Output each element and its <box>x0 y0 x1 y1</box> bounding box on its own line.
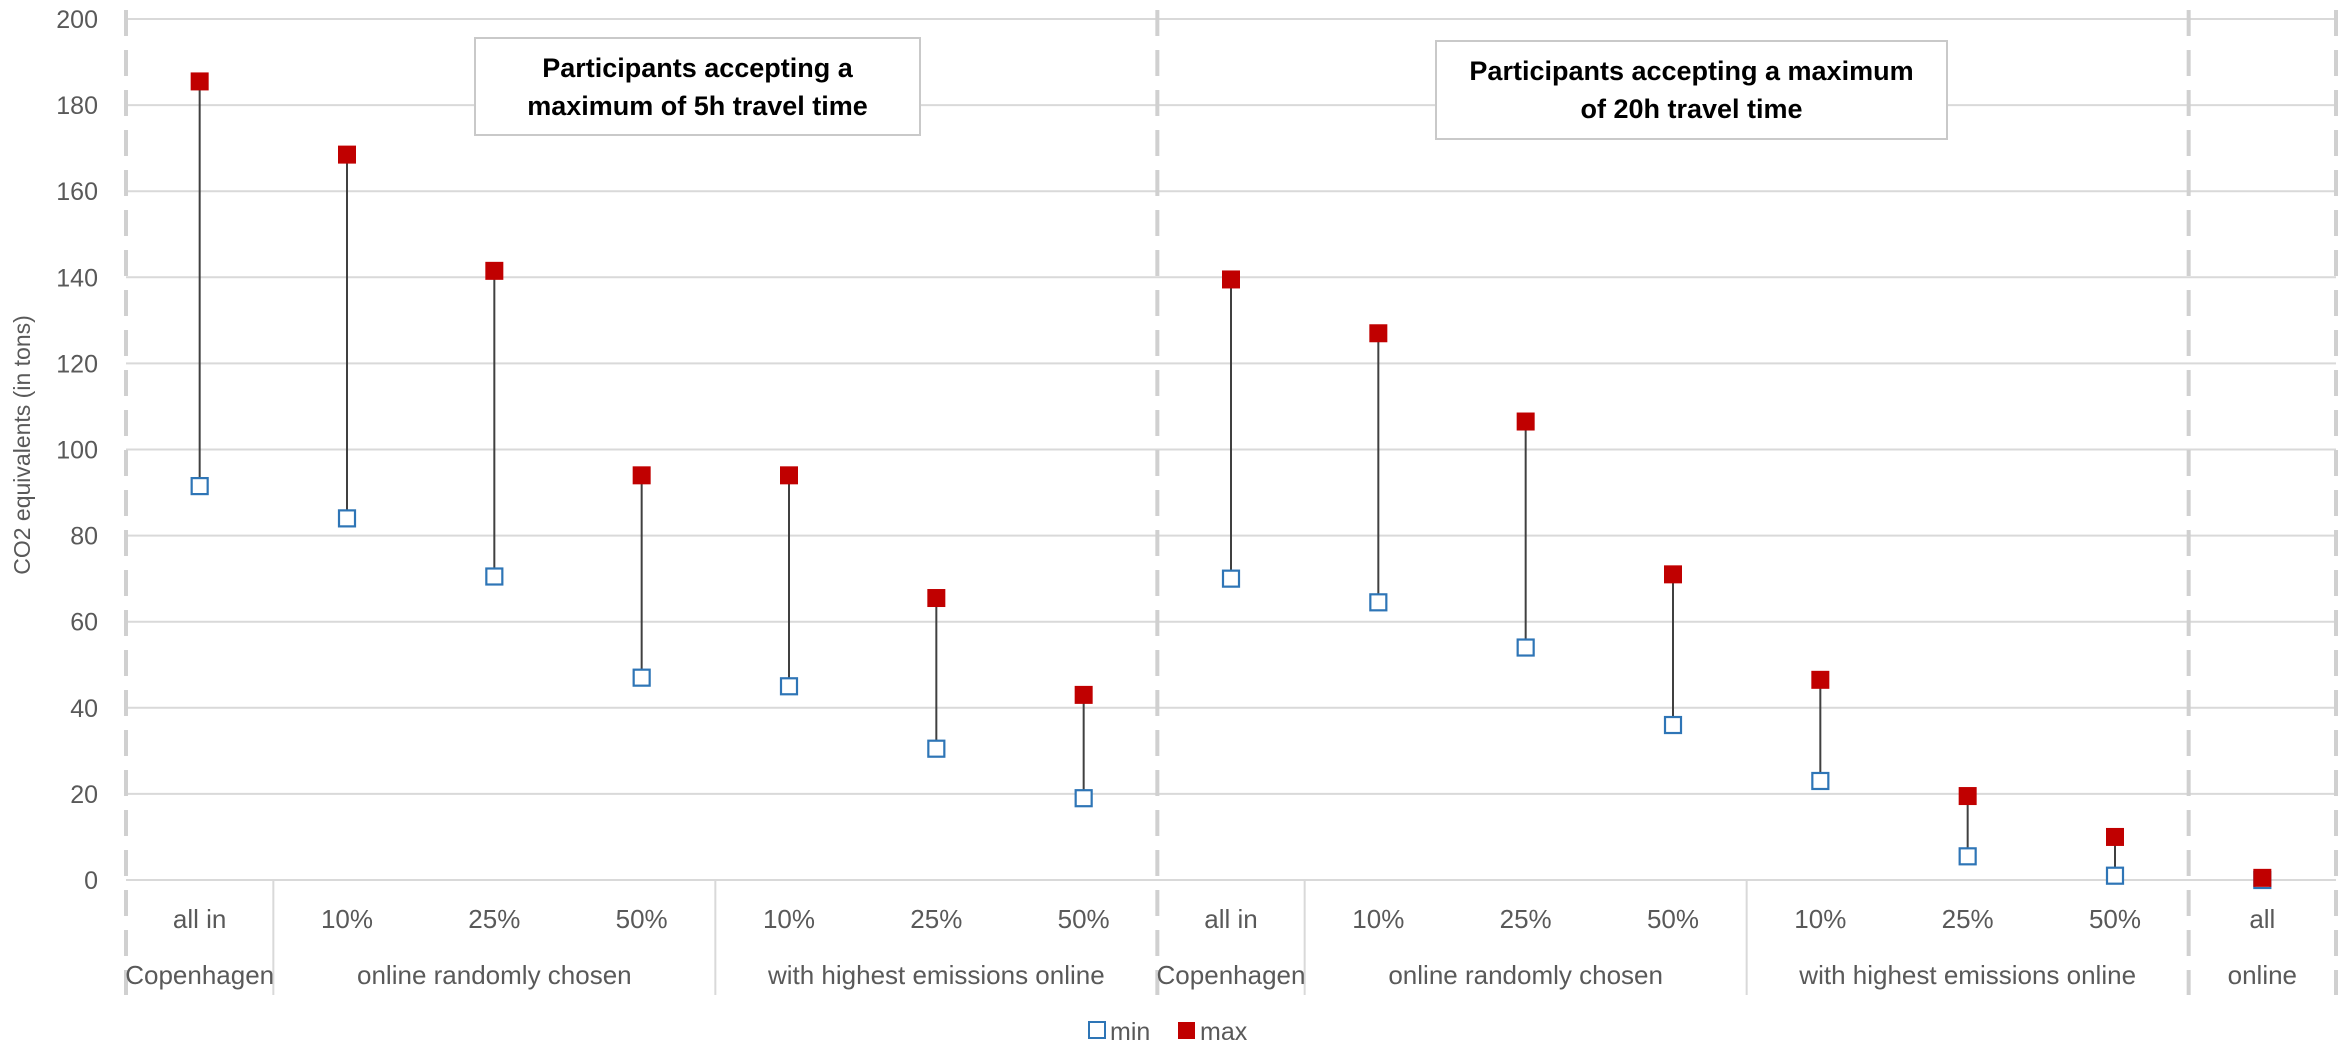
group-label-1: online randomly chosen <box>357 960 632 990</box>
min-point-12 <box>1958 847 1977 866</box>
category-label-1: 10% <box>321 904 373 934</box>
section-title-5h-line1: Participants accepting a <box>542 52 853 83</box>
y-tick-label-0: 0 <box>84 867 98 895</box>
section-title-5h-line2: maximum of 5h travel time <box>527 90 868 121</box>
category-label-0: all in <box>173 904 226 934</box>
y-tick-label-200: 200 <box>56 6 98 34</box>
min-point-5 <box>927 739 946 758</box>
y-tick-label-40: 40 <box>70 695 98 723</box>
section-title-20h: Participants accepting a maximum of 20h … <box>1435 40 1948 140</box>
legend-max-marker <box>1178 1022 1195 1039</box>
min-point-11 <box>1811 771 1830 791</box>
category-label-9: 25% <box>1500 904 1552 934</box>
min-point-0 <box>190 476 209 496</box>
category-label-7: all in <box>1204 904 1257 934</box>
category-label-4: 10% <box>763 904 815 934</box>
max-point-4 <box>780 466 798 485</box>
category-label-12: 25% <box>1942 904 1994 934</box>
max-point-1 <box>338 145 356 164</box>
max-point-10 <box>1664 565 1682 584</box>
min-point-8 <box>1369 593 1388 612</box>
min-point-4 <box>779 677 799 696</box>
category-label-2: 25% <box>468 904 520 934</box>
y-tick-label-180: 180 <box>56 92 98 120</box>
group-label-4: online randomly chosen <box>1388 960 1663 990</box>
y-tick-label-120: 120 <box>56 350 98 378</box>
group-label-5: with highest emissions online <box>1798 960 2136 990</box>
min-point-3 <box>632 668 651 687</box>
max-point-3 <box>632 466 651 485</box>
category-label-10: 50% <box>1647 904 1699 934</box>
max-point-6 <box>1074 685 1093 704</box>
category-label-6: 50% <box>1058 904 1110 934</box>
category-label-3: 50% <box>616 904 668 934</box>
min-point-9 <box>1516 638 1535 657</box>
min-point-6 <box>1074 789 1093 808</box>
group-label-3: Copenhagen <box>1157 960 1306 990</box>
category-label-8: 10% <box>1352 904 1404 934</box>
section-title-5h: Participants accepting a maximum of 5h t… <box>474 37 921 136</box>
y-tick-label-60: 60 <box>70 609 98 637</box>
min-point-10 <box>1663 715 1683 735</box>
legend: min max <box>1088 1018 1248 1044</box>
y-tick-label-100: 100 <box>56 437 98 465</box>
y-tick-label-80: 80 <box>70 523 98 551</box>
max-point-9 <box>1516 412 1535 431</box>
group-label-2: with highest emissions online <box>767 960 1105 990</box>
max-point-2 <box>485 261 504 280</box>
min-point-2 <box>485 567 504 586</box>
max-point-13 <box>2106 827 2124 846</box>
section-title-20h-line1: Participants accepting a maximum <box>1469 56 1914 86</box>
category-label-11: 10% <box>1794 904 1846 934</box>
min-point-13 <box>2105 866 2125 885</box>
data-points <box>190 72 2272 890</box>
max-point-0 <box>190 72 209 91</box>
y-tick-label-20: 20 <box>70 781 98 809</box>
max-point-5 <box>927 589 946 608</box>
y-axis-title: CO2 equivalents (in tons) <box>9 315 35 575</box>
category-label-14: all <box>2249 904 2275 934</box>
legend-min-marker <box>1088 1021 1106 1039</box>
x-axis-categories: all in 10% 25% 50% 10% 25% 50% all in 10% 25% 50% 1… <box>125 904 2297 990</box>
min-point-1 <box>337 509 357 528</box>
y-tick-label-140: 140 <box>56 264 98 292</box>
category-label-5: 25% <box>910 904 962 934</box>
max-point-11 <box>1811 670 1830 689</box>
category-label-13: 50% <box>2089 904 2141 934</box>
legend-min-label: min <box>1110 1018 1150 1044</box>
max-point-8 <box>1369 324 1388 343</box>
group-label-6: online <box>2228 960 2297 990</box>
legend-max-label: max <box>1200 1018 1248 1044</box>
max-point-7 <box>1222 270 1240 289</box>
y-tick-label-160: 160 <box>56 178 98 206</box>
min-point-7 <box>1221 569 1241 588</box>
max-point-14 <box>2253 868 2272 887</box>
range-connectors <box>198 81 2264 880</box>
max-point-12 <box>1958 787 1977 806</box>
y-axis-ticks: 0 20 40 60 80 100 120 140 160 180 200 <box>56 6 98 895</box>
group-label-0: Copenhagen <box>125 960 274 990</box>
section-separators <box>124 10 2338 995</box>
section-title-20h-line2: of 20h travel time <box>1580 94 1803 124</box>
